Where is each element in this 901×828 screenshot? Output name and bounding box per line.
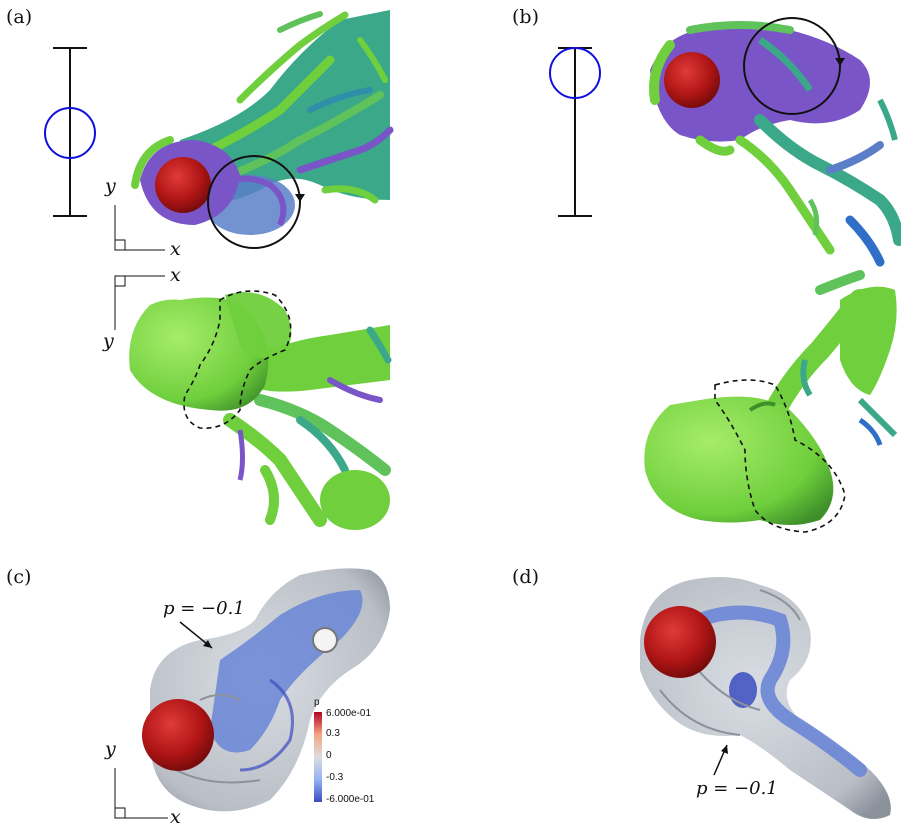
axes-a-top: [114, 205, 165, 251]
dashed-region-b: [714, 379, 846, 533]
sphere-a-top: [155, 157, 211, 213]
sphere-b-top: [664, 52, 720, 108]
sphere-c: [142, 699, 214, 771]
rotation-arrow-a: [207, 155, 305, 249]
panel-c-pressure: [114, 568, 390, 819]
vortex-structures-a: [131, 10, 394, 235]
panel-b-top-view: [549, 17, 901, 267]
isosurface-label-c: p = −0.1: [163, 598, 245, 619]
axes-a-side: [114, 275, 165, 330]
scale-bar-a: [44, 47, 96, 217]
scale-bar-b: [549, 47, 601, 217]
axis-label-y-a-side: y: [103, 330, 114, 352]
colorbar-tick-2: 0: [326, 750, 332, 761]
dashed-region-a: [183, 290, 292, 429]
vortex-structures-b: [649, 21, 901, 267]
axis-label-y-c: y: [105, 738, 116, 760]
vortex-structures-a-side: [223, 325, 392, 530]
diameter-marker-circle-b: [549, 47, 601, 99]
panel-b-side-view: [644, 270, 898, 533]
panel-d-pressure: [640, 576, 891, 819]
axis-label-x-a-top: x: [170, 238, 181, 260]
colorbar-p: [314, 712, 322, 802]
panel-label-c: (c): [6, 566, 32, 588]
isosurface-pointer-c: [179, 621, 213, 649]
panel-label-b: (b): [512, 6, 539, 28]
sphere-d: [644, 606, 716, 678]
panel-label-d: (d): [512, 566, 539, 588]
isosurface-pointer-d: [713, 744, 728, 776]
rotation-arrow-b: [743, 17, 845, 115]
panel-a-top-view: [44, 10, 394, 251]
axes-c: [114, 768, 168, 819]
panel-a-side-view: [114, 275, 392, 530]
axis-label-y-a-top: y: [105, 175, 116, 197]
wake-body-b: [644, 396, 834, 525]
colorbar-title: p: [314, 697, 320, 708]
colorbar-tick-1: 0.3: [326, 728, 340, 739]
diameter-marker-circle-a: [44, 107, 96, 159]
wake-body-a: [129, 297, 269, 411]
colorbar-tick-3: -0.3: [326, 772, 344, 783]
colorbar-gradient: [314, 712, 322, 802]
axis-label-x-a-side: x: [170, 264, 181, 286]
axis-label-x-c: x: [170, 806, 181, 828]
panel-label-a: (a): [6, 6, 33, 28]
isosurface-label-d: p = −0.1: [696, 778, 778, 799]
colorbar-tick-0: 6.000e-01: [326, 708, 372, 719]
colorbar-tick-4: -6.000e-01: [326, 794, 375, 805]
